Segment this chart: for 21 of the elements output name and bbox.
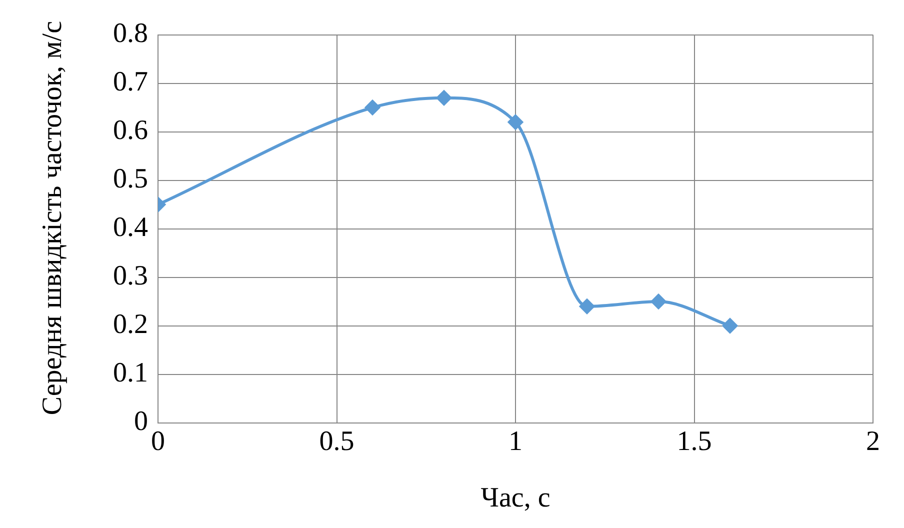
y-tick-label: 0.3: [113, 260, 148, 292]
x-tick-label: 2: [866, 426, 880, 457]
y-tick-label: 0: [134, 406, 148, 438]
point: [580, 298, 594, 314]
y-tick-label: 0.4: [113, 212, 148, 244]
x-tick-label: 1.5: [676, 426, 712, 457]
y-axis-title: Середня швидкість часточок, м/с: [36, 20, 69, 416]
point: [722, 318, 738, 334]
point: [436, 90, 452, 106]
point: [365, 100, 380, 116]
point: [651, 294, 666, 310]
y-tick-label: 0.1: [113, 358, 148, 389]
y-tick-label: 0.6: [113, 115, 148, 146]
y-tick-label: 0.7: [113, 66, 148, 98]
x-axis-title: Час, с: [480, 482, 550, 514]
x-tick-label: 1: [508, 426, 522, 457]
y-tick-label: 0.5: [113, 164, 148, 195]
point: [508, 114, 523, 130]
y-tick-label: 0.8: [113, 18, 148, 50]
x-tick-label: 0.5: [319, 426, 354, 457]
y-tick-label: 0.2: [113, 309, 148, 340]
